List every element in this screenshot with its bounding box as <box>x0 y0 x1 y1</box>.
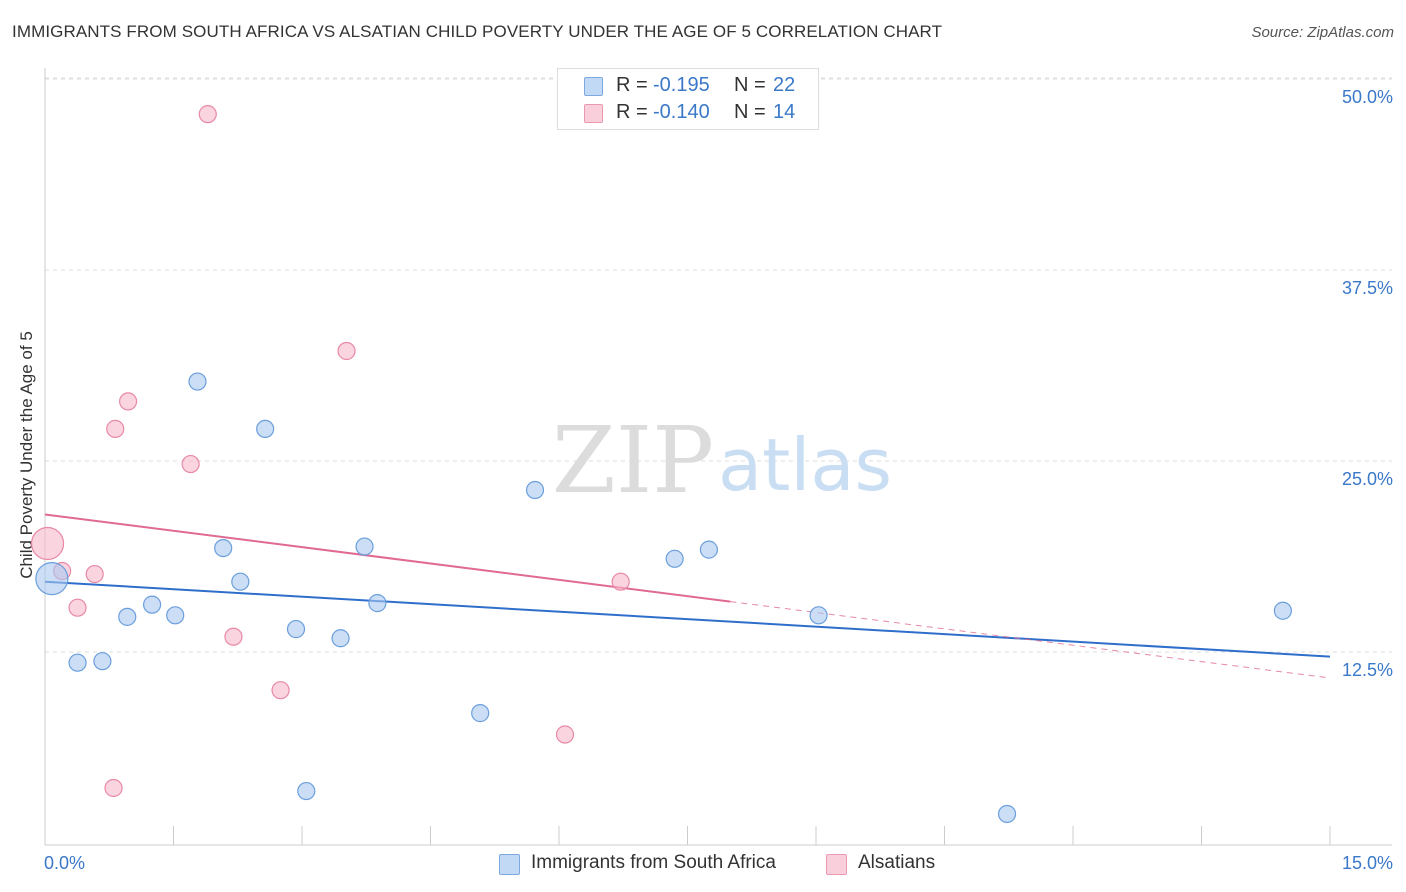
x-tick-label-min: 0.0% <box>44 853 85 873</box>
r-value: -0.195 <box>653 74 710 96</box>
point-south-africa-11 <box>297 781 316 801</box>
point-alsatians-8 <box>198 105 217 124</box>
legend-label-alsatians: Alsatians <box>858 852 936 873</box>
point-alsatians-13 <box>611 572 630 591</box>
point-south-africa-10 <box>286 619 306 639</box>
x-tick-label-max: 15.0% <box>1342 853 1393 873</box>
point-south-africa-2 <box>93 652 112 671</box>
point-south-africa-9 <box>256 419 275 439</box>
point-south-africa-17 <box>665 549 684 568</box>
point-alsatians-12 <box>555 725 575 744</box>
grid-layer <box>45 77 1392 653</box>
point-alsatians-6 <box>118 392 138 411</box>
r-label: R = <box>616 101 648 123</box>
trend-line-dashed-1 <box>730 601 1331 679</box>
n-value: 14 <box>773 101 796 123</box>
legend-label-south-africa: Immigrants from South Africa <box>531 852 776 873</box>
stats-legend: R = -0.195 N = 22 R = -0.140 N = 14 <box>557 68 819 130</box>
stats-swatch-south-africa <box>584 77 603 96</box>
point-south-africa-6 <box>188 372 207 391</box>
point-south-africa-7 <box>214 538 233 558</box>
trend-layer <box>44 513 1331 679</box>
point-south-africa-13 <box>355 537 374 556</box>
point-south-africa-12 <box>331 629 350 648</box>
y-tick-label-3: 50.0% <box>1342 87 1393 107</box>
r-value: -0.140 <box>653 101 710 123</box>
chart-title: IMMIGRANTS FROM SOUTH AFRICA VS ALSATIAN… <box>12 22 943 41</box>
point-south-africa-20 <box>997 804 1017 824</box>
watermark-zip: ZIP <box>552 407 714 514</box>
point-alsatians-11 <box>337 341 356 361</box>
point-alsatians-0 <box>30 526 65 561</box>
point-south-africa-0 <box>35 562 69 596</box>
point-south-africa-4 <box>142 595 162 614</box>
source-label: Source: ZipAtlas.com <box>1251 24 1394 41</box>
points-layer <box>30 105 1292 824</box>
y-tick-label-0: 12.5% <box>1342 660 1393 680</box>
y-tick-label-1: 25.0% <box>1342 469 1393 489</box>
point-south-africa-14 <box>368 594 387 613</box>
axes-layer <box>44 68 1392 846</box>
n-label: N = <box>734 74 766 96</box>
point-alsatians-3 <box>85 564 104 584</box>
trend-line-0 <box>44 580 1331 658</box>
n-label: N = <box>734 101 766 123</box>
point-south-africa-8 <box>231 572 250 591</box>
point-south-africa-18 <box>699 540 719 559</box>
point-alsatians-7 <box>181 454 200 474</box>
point-alsatians-5 <box>106 419 125 439</box>
point-alsatians-10 <box>271 681 290 700</box>
point-alsatians-4 <box>104 778 123 798</box>
point-south-africa-21 <box>1273 601 1292 620</box>
point-south-africa-5 <box>166 606 185 625</box>
point-south-africa-19 <box>809 606 828 625</box>
stats-swatch-alsatians <box>584 104 603 123</box>
legend-swatch-alsatians <box>826 854 847 875</box>
tick-labels: 12.5% 25.0% 37.5% 50.0% 0.0% 15.0% <box>44 87 1393 873</box>
point-alsatians-9 <box>224 627 243 646</box>
watermark: ZIP atlas <box>552 407 892 514</box>
r-label: R = <box>616 74 648 96</box>
point-south-africa-1 <box>68 653 87 672</box>
point-south-africa-16 <box>525 480 545 500</box>
n-value: 22 <box>773 74 796 96</box>
point-south-africa-3 <box>118 607 137 626</box>
point-alsatians-2 <box>68 598 87 617</box>
point-south-africa-15 <box>471 704 490 723</box>
legend-swatch-south-africa <box>499 854 520 875</box>
y-tick-label-2: 37.5% <box>1342 278 1393 298</box>
watermark-atlas: atlas <box>718 423 892 507</box>
